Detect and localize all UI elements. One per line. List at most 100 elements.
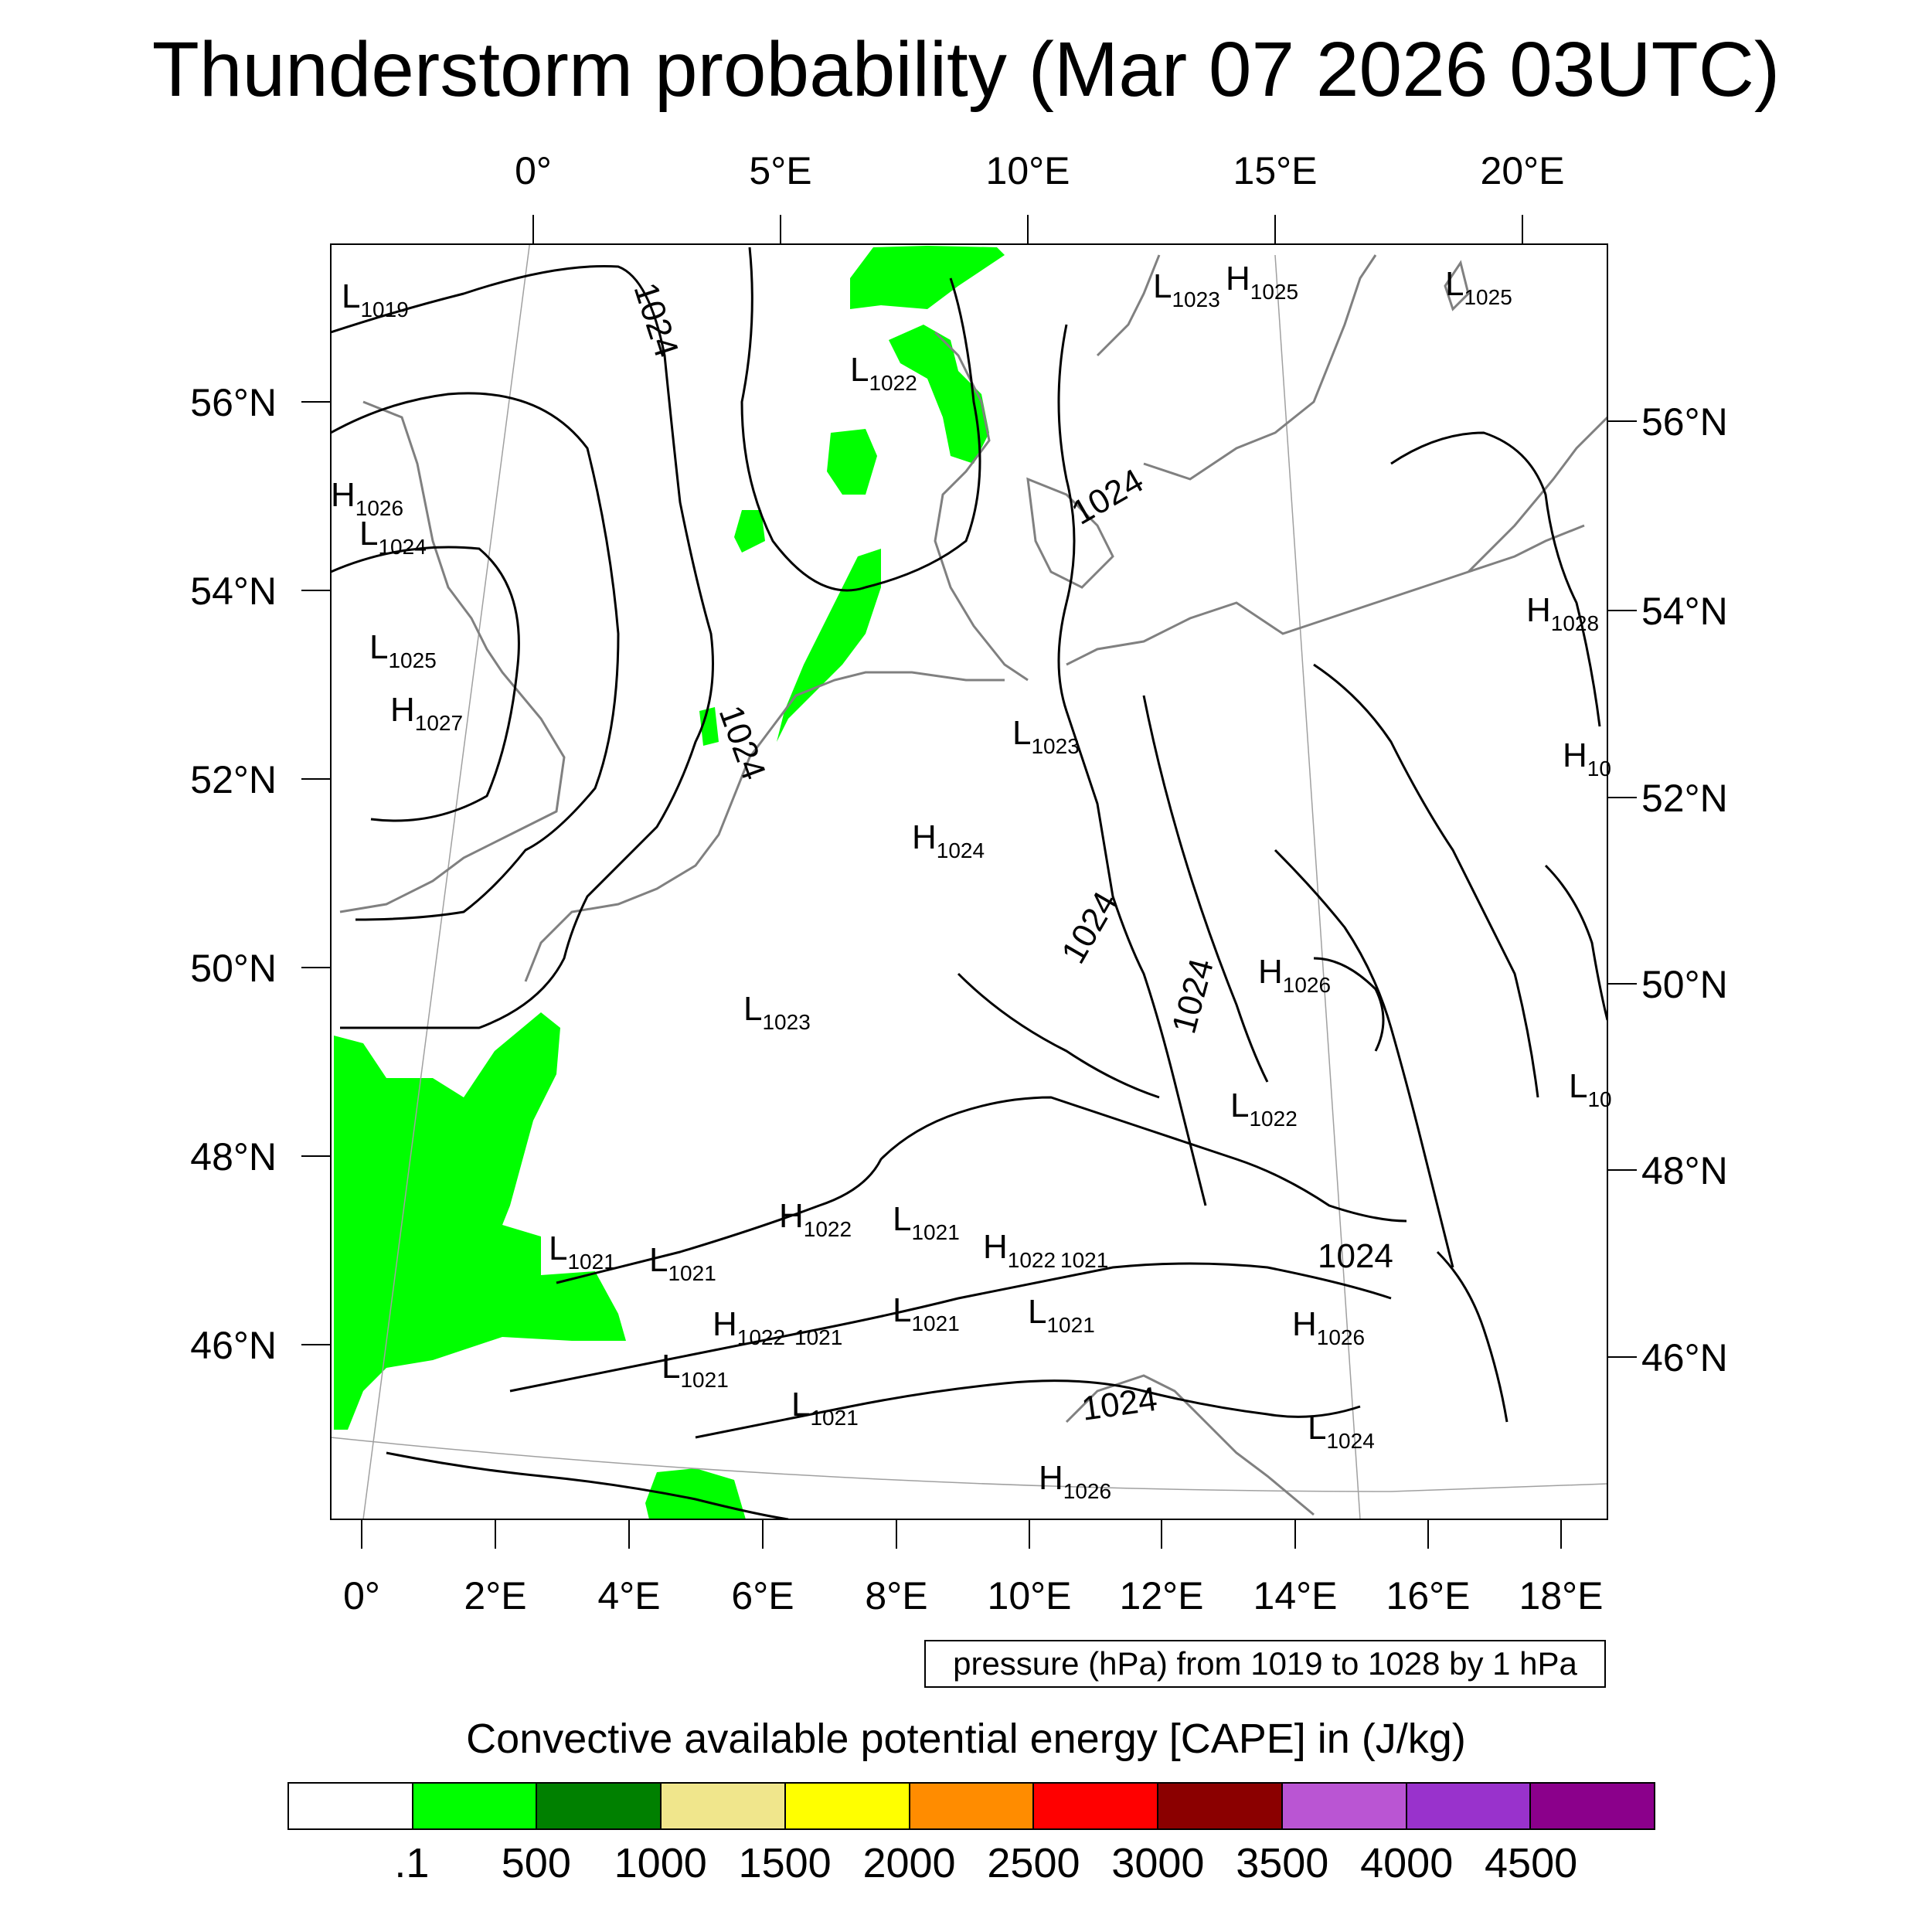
right-lat-label: 48°N: [1641, 1149, 1728, 1192]
pressure-center: H1028: [1526, 591, 1599, 635]
bottom-lon-label: 2°E: [464, 1574, 526, 1617]
coastline-baltic-east: [1467, 416, 1607, 573]
isobar-label: 1024: [1165, 954, 1221, 1037]
coastline-sweden: [1096, 254, 1377, 481]
top-lon-label: 10°E: [986, 149, 1070, 192]
coastline-channel-france: [524, 671, 1005, 982]
bottom-lon-label: 8°E: [865, 1574, 927, 1617]
top-lon-label: 5°E: [749, 149, 811, 192]
colorbar-swatch: [1531, 1784, 1655, 1828]
colorbar-tick-label: 4500: [1485, 1840, 1578, 1886]
colorbar-tick-label: 500: [501, 1840, 571, 1886]
coastline-jutland: [934, 331, 1029, 682]
coastline-adriatic: [1065, 1374, 1315, 1516]
isobar-label: 1024: [1066, 461, 1150, 532]
colorbar-title: Convective available potential energy [C…: [466, 1716, 1466, 1762]
bottom-lon-label: 0°: [343, 1574, 380, 1617]
colorbar-tick-label: 2000: [862, 1840, 956, 1886]
cape-fill: [334, 246, 1005, 1519]
colorbar-ticks: .1 500 1000 1500 2000 2500 3000 3500 4000 4500: [0, 1839, 1932, 1893]
cape-area-north-sea-4: [734, 510, 765, 553]
right-lat-ticks: [1607, 420, 1637, 1358]
cape-area-south: [645, 1468, 746, 1519]
graticule: [331, 244, 1607, 1519]
isobar-label: 1024: [1318, 1237, 1393, 1275]
pressure-center: L1021: [649, 1241, 716, 1285]
colorbar-tick-label: .1: [394, 1840, 430, 1886]
colorbar-tick-label: 1500: [738, 1840, 832, 1886]
top-lon-labels: 0° 5°E 10°E 15°E 20°E: [515, 149, 1564, 192]
pressure-center: L1021: [549, 1230, 616, 1274]
cape-area-small: [699, 707, 719, 746]
pressure-center: H1024: [912, 818, 985, 862]
pressure-center: L1021: [662, 1348, 729, 1392]
cape-area-west: [334, 1012, 626, 1430]
pressure-center: 1021: [1060, 1248, 1108, 1272]
cape-area-north-sea-3: [827, 429, 877, 495]
bottom-lon-label: 12°E: [1120, 1574, 1204, 1617]
colorbar-swatch: [662, 1784, 786, 1828]
bottom-lon-label: 14°E: [1253, 1574, 1338, 1617]
bottom-lon-label: 16°E: [1386, 1574, 1471, 1617]
page-title: Thunderstorm probability (Mar 07 2026 03…: [151, 26, 1781, 113]
left-lat-label: 46°N: [190, 1324, 277, 1367]
pressure-center: L1025: [369, 628, 437, 672]
bottom-lon-label: 10°E: [988, 1574, 1072, 1617]
top-lon-ticks: [532, 215, 1523, 244]
pressure-center: L1022: [850, 351, 917, 395]
colorbar-tick-label: 1000: [614, 1840, 707, 1886]
pressure-center: L1023: [743, 990, 811, 1034]
right-lat-label: 52°N: [1641, 777, 1728, 820]
pressure-center: H1026: [331, 476, 403, 520]
colorbar-tick-label: 4000: [1360, 1840, 1454, 1886]
right-lat-label: 56°N: [1641, 400, 1728, 444]
cape-area-dutch-coast: [777, 549, 881, 742]
right-lat-labels: 56°N 54°N 52°N 50°N 48°N 46°N: [1641, 400, 1728, 1379]
isobar-label: 1024: [626, 278, 685, 362]
cape-area-north-sea-1: [850, 246, 1005, 309]
pressure-center: L1024: [1308, 1409, 1375, 1453]
pressure-center: L1022: [1230, 1087, 1298, 1131]
left-lat-label: 56°N: [190, 381, 277, 424]
coastline-gotland: [1444, 260, 1470, 311]
colorbar-swatch: [1158, 1784, 1283, 1828]
left-lat-label: 48°N: [190, 1135, 277, 1179]
pressure-center: H1026: [1039, 1459, 1111, 1503]
pressure-center: L1025: [1445, 265, 1512, 309]
colorbar-swatch: [413, 1784, 538, 1828]
top-lon-label: 20°E: [1481, 149, 1565, 192]
colorbar: [287, 1782, 1655, 1830]
left-lat-label: 50°N: [190, 947, 277, 990]
top-lon-label: 15°E: [1233, 149, 1318, 192]
colorbar-swatch: [785, 1784, 910, 1828]
colorbar-tick-label: 3000: [1111, 1840, 1205, 1886]
pressure-center: L1024: [359, 515, 427, 559]
coastline-baltic-south: [1066, 524, 1585, 666]
colorbar-swatch: [1034, 1784, 1159, 1828]
pressure-center: L1021: [893, 1200, 960, 1244]
right-lat-label: 50°N: [1641, 963, 1728, 1006]
bottom-lon-label: 4°E: [597, 1574, 660, 1617]
colorbar-swatch: [1406, 1784, 1532, 1828]
bottom-lon-label: 18°E: [1519, 1574, 1604, 1617]
pressure-center: L1019: [342, 277, 409, 321]
isobar-label: 1024: [1080, 1380, 1160, 1428]
pressure-center: H1022: [779, 1197, 852, 1241]
colorbar-tick-label: 3500: [1236, 1840, 1329, 1886]
left-lat-label: 52°N: [190, 758, 277, 801]
pressure-center: H1026: [1258, 953, 1331, 997]
pressure-center: L1021: [1028, 1293, 1095, 1337]
colorbar-tick-label: 2500: [987, 1840, 1080, 1886]
pressure-center: H1022: [983, 1228, 1056, 1272]
colorbar-swatch: [537, 1784, 662, 1828]
left-lat-labels: 56°N 54°N 52°N 50°N 48°N 46°N: [190, 381, 277, 1367]
top-lon-label: 0°: [515, 149, 552, 192]
map-frame: [330, 243, 1608, 1520]
colorbar-swatch: [289, 1784, 413, 1828]
isobar-label: 1024: [712, 701, 774, 785]
pressure-center: L1021: [791, 1386, 859, 1430]
pressure-center: H1025: [1226, 260, 1298, 304]
isobars: [331, 247, 1607, 1519]
left-lat-label: 54°N: [190, 570, 277, 613]
right-lat-label: 46°N: [1641, 1336, 1728, 1379]
